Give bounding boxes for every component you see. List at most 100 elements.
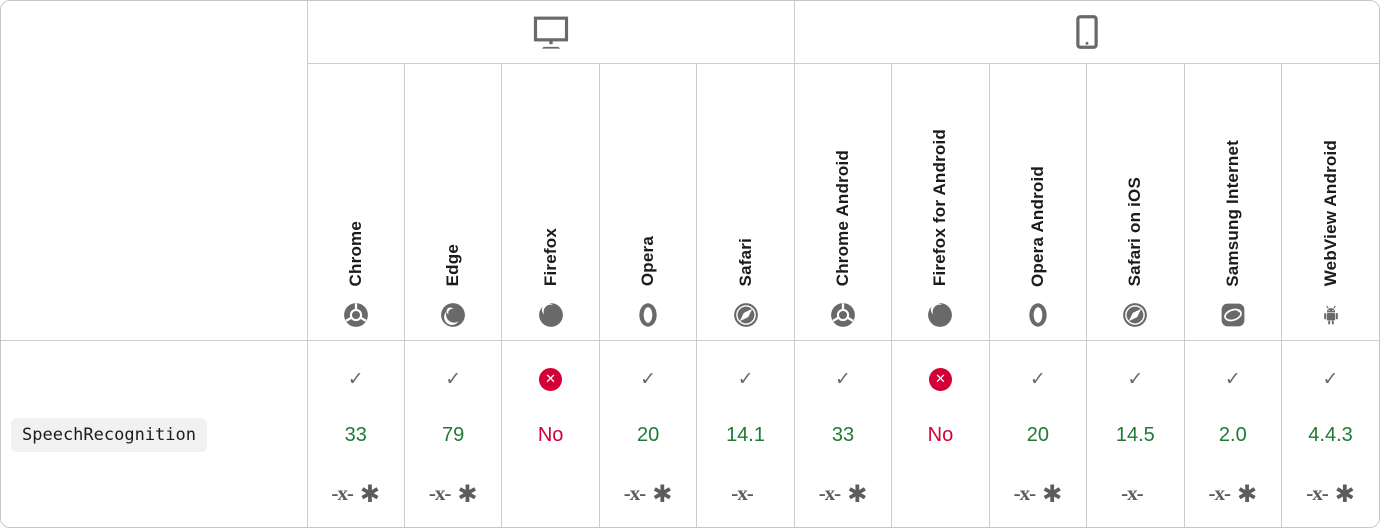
support-check-icon: ✓: [347, 368, 364, 390]
version-label: 33: [831, 424, 855, 446]
browser-header-safari-ios: Safari on iOS: [1086, 62, 1185, 341]
browser-header-webview-android: WebView Android: [1281, 62, 1379, 341]
browser-name: Safari: [735, 238, 755, 287]
support-cell-opera-android[interactable]: ✓ 20 -x- ✱: [988, 339, 1088, 527]
support-check-icon: ✓: [445, 368, 462, 390]
browser-name: Samsung Internet: [1222, 139, 1242, 287]
footnote-icons: [937, 479, 944, 509]
footnote-asterisk-icon: ✱: [1334, 479, 1355, 508]
footnote-asterisk-icon: ✱: [457, 479, 478, 508]
edge-icon: [440, 302, 466, 328]
support-cell-safari-ios[interactable]: ✓ 14.5 -x-: [1086, 339, 1185, 527]
version-label: 33: [344, 424, 367, 446]
firefox-icon: [538, 302, 564, 328]
support-check-icon: ✓: [737, 368, 754, 390]
feature-name-cell: SpeechRecognition: [1, 339, 308, 527]
support-cell-samsung-internet[interactable]: ✓ 2.0 -x- ✱: [1183, 339, 1283, 527]
mobile-icon: [795, 14, 1379, 49]
prefix-icon: -x-: [331, 481, 353, 505]
footnote-icons: -x- ✱: [331, 479, 380, 509]
browser-name: Chrome Android: [832, 150, 852, 287]
browser-name: Firefox: [540, 228, 560, 287]
version-label: 20: [636, 424, 660, 446]
browser-name: Safari on iOS: [1125, 177, 1145, 287]
support-check-icon: ✓: [1029, 368, 1046, 390]
safari-icon: [1122, 302, 1148, 328]
browser-header-safari: Safari: [696, 62, 795, 341]
footnote-icons: -x- ✱: [1014, 479, 1063, 509]
support-cell-safari[interactable]: ✓ 14.1 -x-: [696, 339, 795, 527]
browser-header-firefox-android: Firefox for Android: [891, 62, 990, 341]
footnote-asterisk-icon: ✱: [359, 479, 381, 508]
version-label: No: [927, 423, 954, 446]
footnote-icons: -x- ✱: [624, 479, 673, 509]
footnote-icons: -x- ✱: [429, 479, 478, 509]
browser-name: Firefox for Android: [930, 129, 950, 287]
footnote-icons: -x- ✱: [1306, 479, 1355, 509]
version-label: No: [537, 423, 564, 446]
chrome-icon: [830, 302, 856, 328]
corner-cell: [1, 1, 308, 341]
prefix-icon: -x-: [1208, 481, 1231, 505]
prefix-icon: -x-: [1306, 481, 1328, 505]
support-cell-firefox-android[interactable]: ✕ No: [891, 339, 990, 527]
version-label: 14.5: [1115, 424, 1155, 446]
support-cell-opera[interactable]: ✓ 20 -x- ✱: [598, 339, 698, 527]
prefix-icon: -x-: [623, 481, 646, 505]
version-label: 4.4.3: [1308, 424, 1353, 446]
prefix-icon: -x-: [1121, 481, 1143, 505]
browser-header-samsung-internet: Samsung Internet: [1183, 62, 1283, 341]
support-check-icon: ✓: [640, 368, 657, 390]
footnote-asterisk-icon: ✱: [1237, 479, 1258, 508]
feature-name: SpeechRecognition: [11, 417, 207, 452]
version-label: 2.0: [1218, 424, 1247, 446]
support-cell-chrome[interactable]: ✓ 33 -x- ✱: [306, 339, 405, 527]
footnote-icons: -x-: [731, 479, 760, 509]
footnote-icons: [547, 479, 554, 509]
footnote-icons: -x- ✱: [819, 479, 868, 509]
support-check-icon: ✓: [835, 368, 851, 390]
browser-header-chrome-android: Chrome Android: [793, 62, 893, 341]
support-check-icon: ✓: [1322, 368, 1339, 390]
footnote-asterisk-icon: ✱: [1042, 479, 1063, 508]
support-cross-icon: ✕: [928, 367, 952, 391]
browser-name: Opera: [638, 236, 658, 287]
platform-desktop-header: [306, 1, 795, 64]
browser-header-opera-android: Opera Android: [988, 62, 1088, 341]
version-label: 20: [1026, 424, 1050, 446]
support-cross-icon: ✕: [539, 367, 563, 391]
android-icon: [1318, 302, 1344, 328]
prefix-icon: -x-: [731, 481, 753, 505]
platform-mobile-header: [793, 1, 1379, 64]
firefox-icon: [927, 302, 953, 328]
footnote-asterisk-icon: ✱: [847, 479, 868, 508]
prefix-icon: -x-: [818, 481, 841, 505]
prefix-icon: -x-: [1013, 481, 1036, 505]
browser-name: WebView Android: [1320, 140, 1340, 287]
footnote-asterisk-icon: ✱: [652, 479, 673, 508]
browser-header-opera: Opera: [598, 62, 698, 341]
footnote-icons: -x-: [1121, 479, 1150, 509]
version-label: 14.1: [726, 424, 765, 446]
support-cell-chrome-android[interactable]: ✓ 33 -x- ✱: [793, 339, 893, 527]
support-cell-webview-android[interactable]: ✓ 4.4.3 -x- ✱: [1281, 339, 1379, 527]
browser-header-edge: Edge: [403, 62, 503, 341]
browser-name: Opera Android: [1027, 165, 1047, 287]
browser-name: Chrome: [345, 221, 365, 287]
samsung-internet-icon: [1220, 302, 1246, 328]
support-cell-edge[interactable]: ✓ 79 -x- ✱: [403, 339, 503, 527]
footnote-icons: -x- ✱: [1209, 479, 1258, 509]
opera-icon: [635, 302, 661, 328]
prefix-icon: -x-: [428, 481, 451, 505]
browser-name: Edge: [443, 244, 463, 287]
chrome-icon: [343, 302, 369, 328]
browser-header-chrome: Chrome: [306, 62, 405, 341]
support-cell-firefox[interactable]: ✕ No: [501, 339, 600, 527]
version-label: 79: [442, 424, 465, 446]
desktop-icon: [308, 15, 794, 49]
support-check-icon: ✓: [1224, 368, 1241, 390]
browser-header-firefox: Firefox: [501, 62, 600, 341]
opera-icon: [1025, 302, 1051, 328]
